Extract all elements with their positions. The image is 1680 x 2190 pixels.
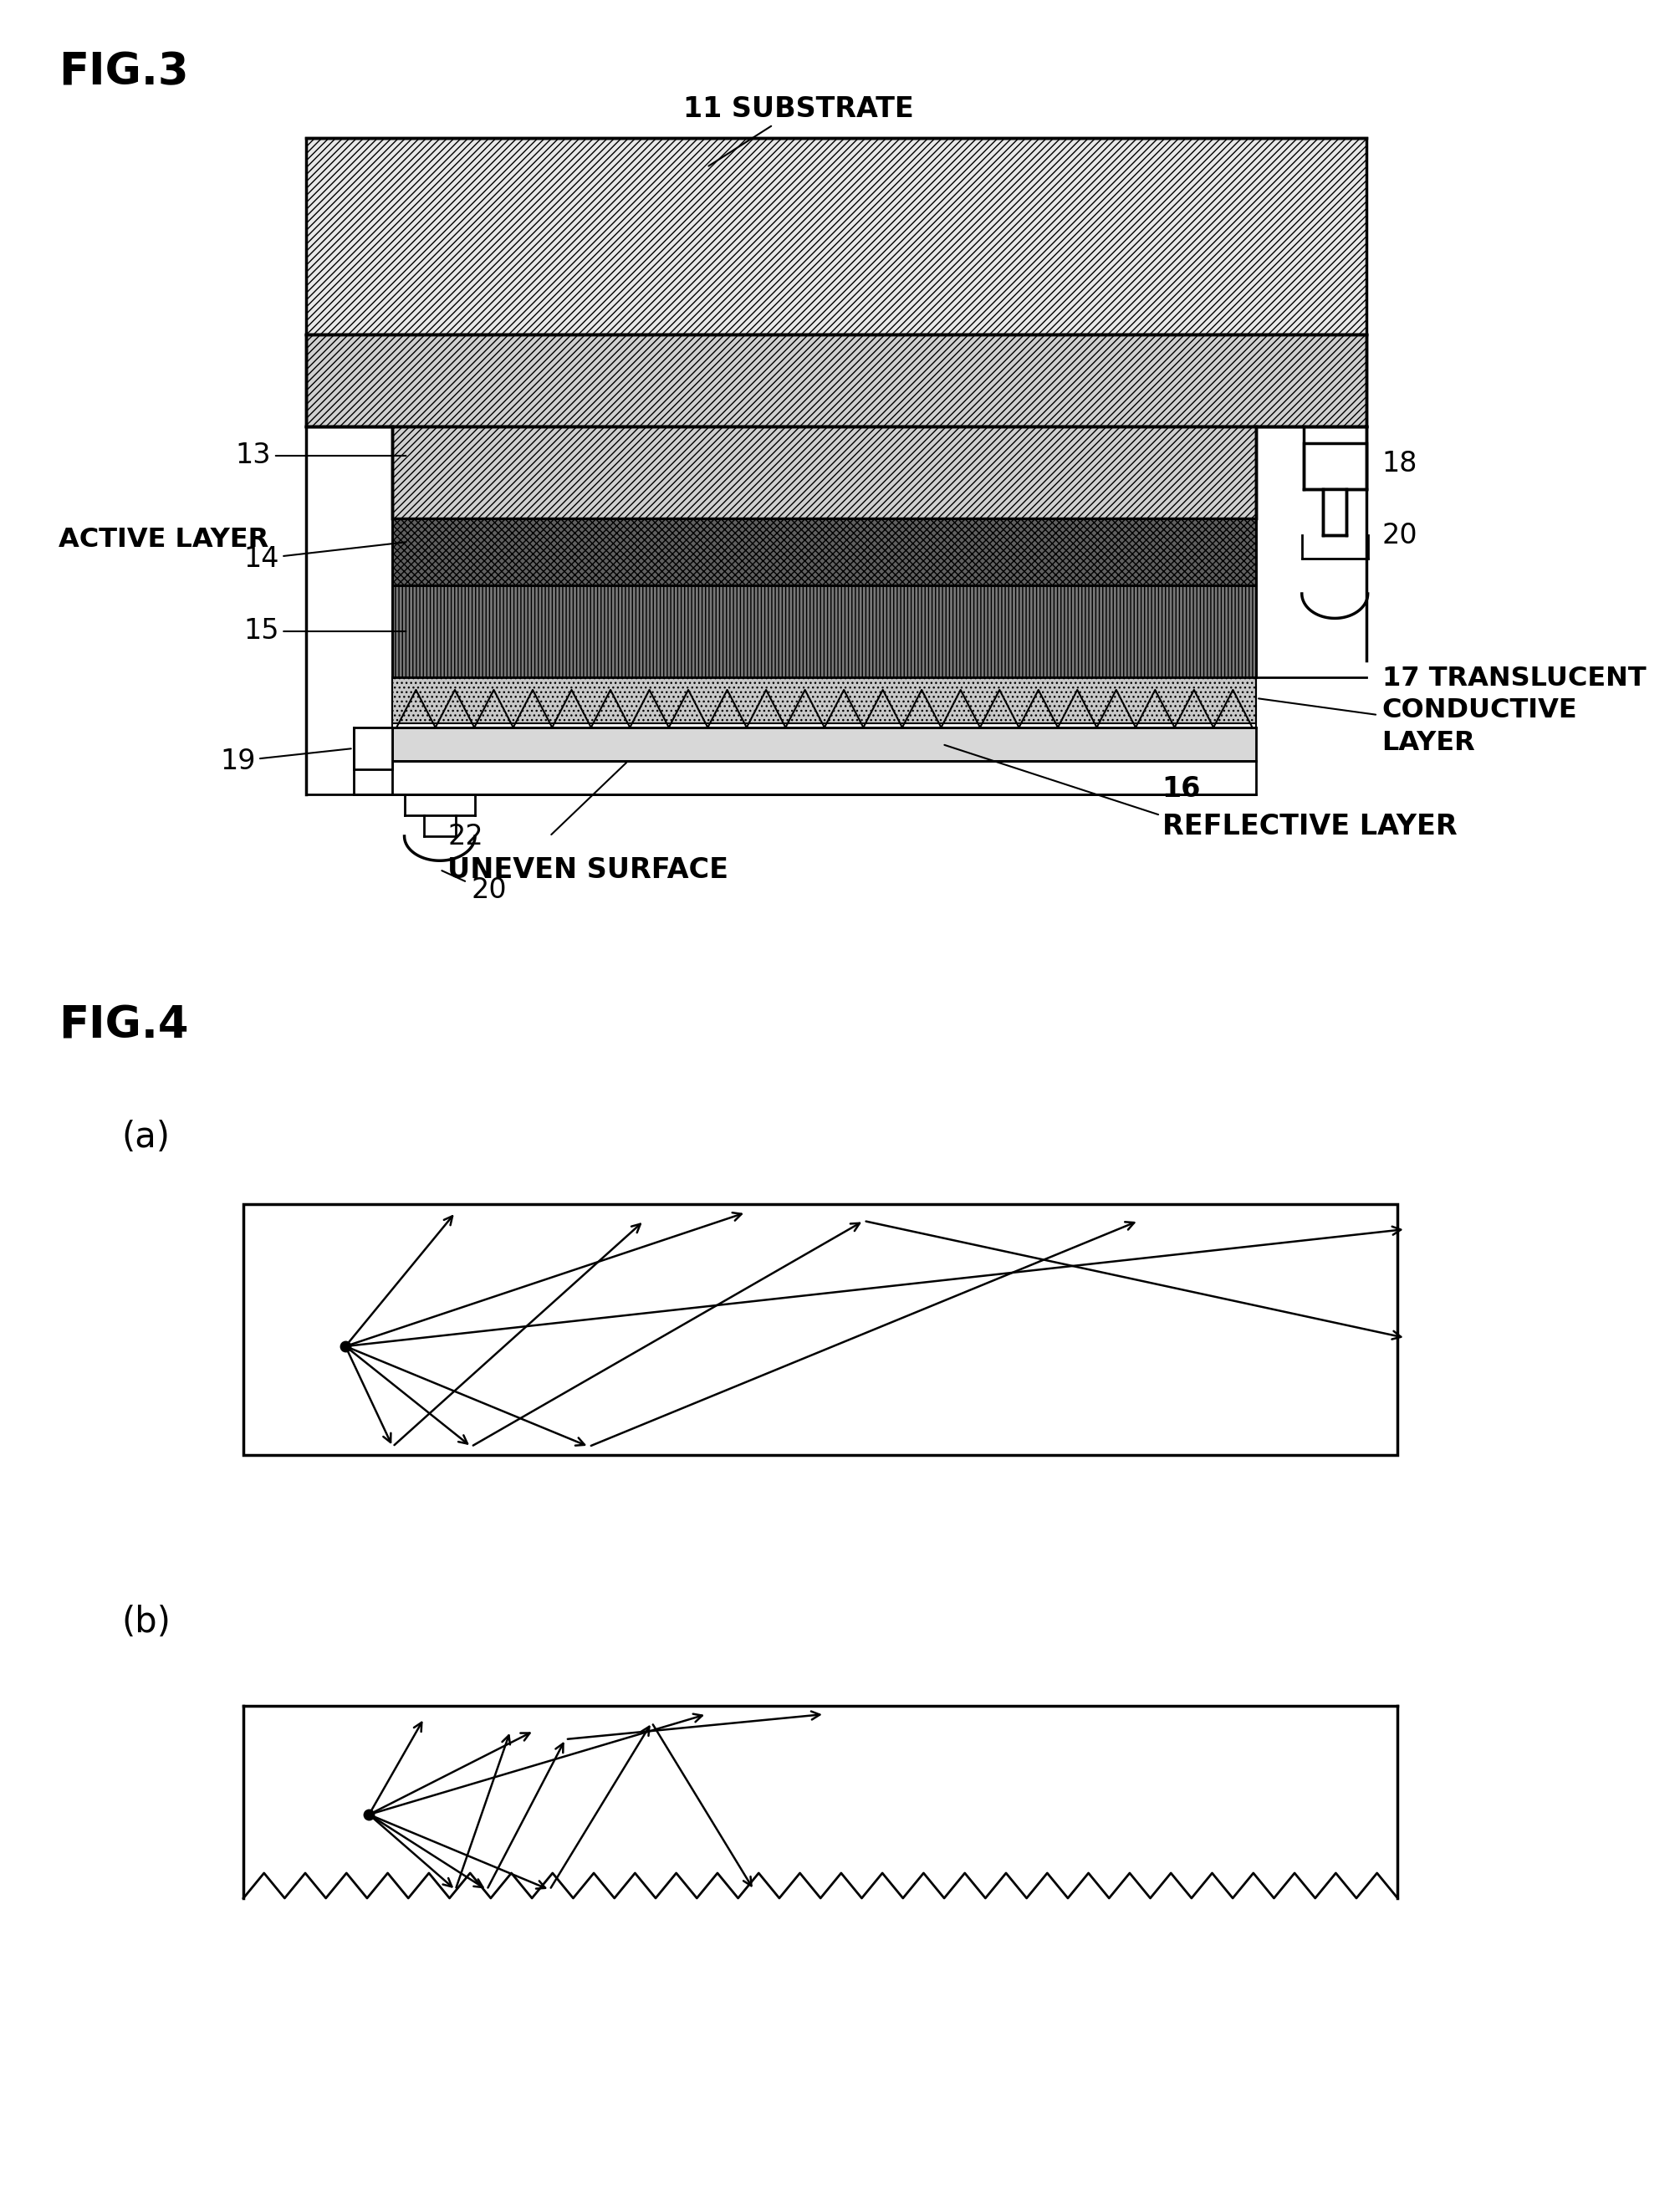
Bar [393, 727, 1257, 760]
Text: 22: 22 [447, 823, 484, 850]
Text: 20: 20 [470, 876, 507, 904]
Text: 14: 14 [244, 543, 407, 572]
Text: 17 TRANSLUCENT
CONDUCTIVE
LAYER: 17 TRANSLUCENT CONDUCTIVE LAYER [1383, 666, 1646, 756]
Bar [393, 585, 1257, 677]
Bar [306, 335, 1366, 427]
Bar [393, 427, 1257, 519]
Bar [244, 1204, 1398, 1454]
Bar [353, 727, 393, 769]
Bar [393, 760, 1257, 795]
Bar [1304, 442, 1366, 488]
Text: 15: 15 [244, 618, 407, 646]
Bar [393, 677, 1257, 723]
Bar [1324, 488, 1347, 534]
Text: UNEVEN SURFACE: UNEVEN SURFACE [447, 856, 729, 883]
Text: 16: 16 [1163, 775, 1201, 804]
Text: 20: 20 [1383, 521, 1418, 550]
Bar [393, 519, 1257, 585]
Text: ACTIVE LAYER: ACTIVE LAYER [59, 526, 269, 552]
Text: FIG.3: FIG.3 [59, 50, 190, 94]
Text: 11 SUBSTRATE: 11 SUBSTRATE [684, 94, 914, 166]
Text: 19: 19 [220, 747, 351, 775]
Text: REFLECTIVE LAYER: REFLECTIVE LAYER [1163, 812, 1457, 841]
Text: FIG.4: FIG.4 [59, 1003, 188, 1047]
Bar [306, 138, 1366, 335]
Text: 18: 18 [1383, 451, 1418, 477]
Text: (a): (a) [121, 1119, 170, 1154]
Text: 13: 13 [235, 442, 407, 469]
Text: (b): (b) [121, 1605, 171, 1640]
